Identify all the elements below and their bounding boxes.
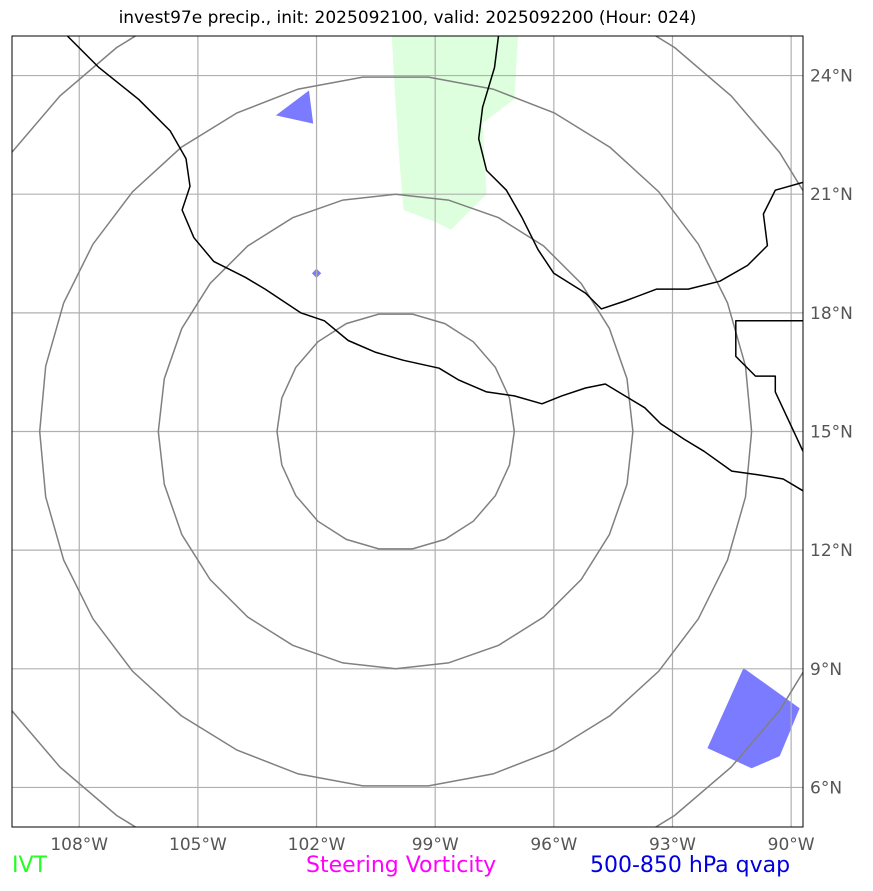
qvap-layer <box>275 90 800 769</box>
lon-tick-label: 96°W <box>530 835 577 855</box>
map-title: invest97e precip., init: 2025092100, val… <box>118 8 697 28</box>
lon-tick-label: 102°W <box>288 835 346 855</box>
lon-tick-label: 105°W <box>169 835 227 855</box>
lat-tick-label: 15°N <box>810 423 853 443</box>
lon-tick-label: 99°W <box>412 835 459 855</box>
qvap-area <box>275 90 314 124</box>
lon-tick-label: 93°W <box>649 835 696 855</box>
distance-ring <box>276 313 516 550</box>
longitude-labels: 108°W 105°W 102°W 99°W 96°W 93°W 90°W <box>50 835 814 855</box>
coastline <box>477 36 803 310</box>
coastline <box>66 36 803 492</box>
lon-tick-label: 108°W <box>50 835 108 855</box>
gridlines <box>12 36 803 827</box>
legend-qvap: 500-850 hPa qvap <box>590 853 791 878</box>
qvap-area <box>707 668 800 769</box>
lat-tick-label: 18°N <box>810 304 853 324</box>
map-frame <box>11 35 804 828</box>
lat-tick-label: 9°N <box>810 660 842 680</box>
coastlines <box>66 36 803 492</box>
legend-steering-vorticity: Steering Vorticity <box>306 853 497 878</box>
legend-ivt: IVT <box>12 853 47 878</box>
distance-ring <box>38 76 753 787</box>
lat-tick-label: 21°N <box>810 185 853 205</box>
lat-tick-label: 6°N <box>810 778 842 798</box>
lat-tick-label: 12°N <box>810 541 853 561</box>
distance-ring <box>157 193 634 670</box>
precip-area <box>391 36 519 230</box>
coastline <box>735 320 803 452</box>
lon-tick-label: 90°W <box>768 835 815 855</box>
latitude-labels: 24°N 21°N 18°N 15°N 12°N 9°N 6°N <box>810 67 853 799</box>
precip-layer <box>391 36 519 230</box>
lat-tick-label: 24°N <box>810 67 853 87</box>
